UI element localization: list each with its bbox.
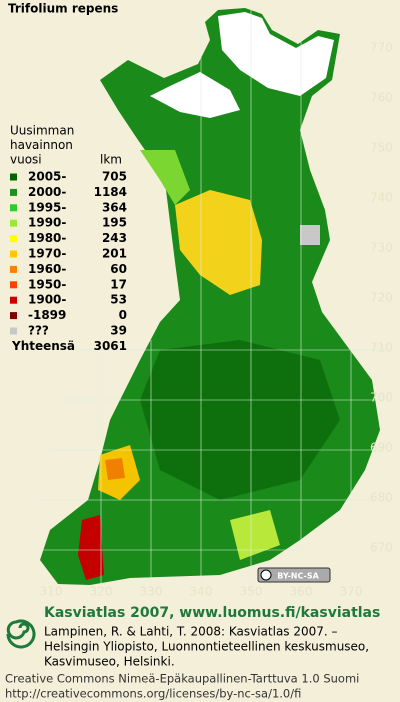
legend-label: -1899: [28, 308, 66, 322]
logo: [6, 619, 36, 649]
x-grid-label: 330: [140, 585, 163, 599]
citation-line: Helsingin Yliopisto, Luonnontieteellinen…: [44, 640, 369, 654]
y-grid-label: 750: [370, 141, 393, 155]
legend-label: 1950-: [28, 277, 66, 291]
legend-swatch: [10, 281, 17, 289]
x-grid-label: 340: [190, 585, 213, 599]
legend-label: 1995-: [28, 200, 66, 214]
southeast-yellow: [230, 510, 280, 560]
count-heading: lkm: [100, 153, 122, 167]
legend-swatch: [10, 188, 17, 196]
legend-heading: Uusimman: [10, 124, 74, 138]
title: Trifolium repens: [8, 2, 118, 16]
legend-label: 1990-: [28, 216, 66, 230]
legend-count: 60: [110, 262, 127, 276]
west-orange: [105, 458, 125, 480]
legend-heading: havainnon: [10, 138, 73, 152]
legend-count: 39: [110, 324, 127, 338]
legend-count: 364: [102, 200, 127, 214]
x-grid-label: 310: [40, 585, 63, 599]
southwest-red: [78, 515, 104, 580]
legend-label: ???: [28, 324, 49, 338]
old-records: [175, 190, 262, 295]
north-sparse: [150, 72, 240, 118]
light-green: [140, 150, 190, 205]
y-grid-label: 700: [370, 391, 393, 405]
legend-count: 53: [110, 293, 127, 307]
legend-label: 1960-: [28, 262, 66, 276]
legend-count: 201: [102, 247, 127, 261]
legend-label: 1970-: [28, 247, 66, 261]
total-count: 3061: [94, 339, 127, 353]
legend-swatch: [10, 204, 17, 212]
legend-count: 0: [119, 308, 127, 322]
legend-heading: vuosi: [10, 153, 42, 167]
legend-label: 1900-: [28, 293, 66, 307]
citation-line: Kasvimuseo, Helsinki.: [44, 655, 175, 669]
mid-south: [140, 340, 340, 500]
legend-label: 2005-: [28, 170, 66, 184]
x-grid-label: 320: [90, 585, 113, 599]
legend-swatch: [10, 327, 17, 335]
legend-label: 1980-: [28, 231, 66, 245]
legend-swatch: [10, 296, 17, 304]
x-grid-label: 370: [340, 585, 363, 599]
legend-count: 195: [102, 216, 127, 230]
badge-text: BY-NC-SA: [277, 572, 319, 581]
grid-labels: 770 760 750 740 730 720 710 700 690 680 670 310 320 3…: [40, 41, 393, 599]
y-grid-label: 770: [370, 41, 393, 55]
y-grid-label: 680: [370, 491, 393, 505]
legend-swatch: [10, 265, 17, 273]
citation-line: Lampinen, R. & Lahti, T. 2008: Kasviatla…: [44, 625, 338, 639]
legend-count: 705: [102, 170, 127, 184]
y-grid-label: 740: [370, 191, 393, 205]
y-grid-label: 710: [370, 341, 393, 355]
map: [40, 8, 380, 585]
legend-count: 243: [102, 231, 127, 245]
y-grid-label: 690: [370, 441, 393, 455]
y-grid-label: 760: [370, 91, 393, 105]
license-line: Creative Commons Nimeä-Epäkaupallinen-Ta…: [5, 672, 359, 686]
y-grid-label: 670: [370, 541, 393, 555]
legend-swatch: [10, 312, 17, 320]
legend-count: 1184: [94, 185, 127, 199]
legend-label: 2000-: [28, 185, 66, 199]
y-grid-label: 720: [370, 291, 393, 305]
graticule: [40, 8, 380, 585]
total-label: Yhteensä: [11, 339, 75, 353]
legend-count: 17: [110, 277, 127, 291]
y-grid-label: 730: [370, 241, 393, 255]
legend-swatch: [10, 250, 17, 258]
lapland-sparse: [218, 12, 334, 96]
x-grid-label: 360: [290, 585, 313, 599]
site-title: Kasviatlas 2007, www.luomus.fi/kasviatla…: [44, 605, 380, 621]
grey-cells: [300, 225, 320, 245]
legend-swatch: [10, 219, 17, 227]
x-grid-label: 350: [240, 585, 263, 599]
legend-swatch: [10, 173, 17, 181]
cc-badge: BY-NC-SA: [257, 567, 331, 583]
legend-swatch: [10, 235, 17, 243]
license-line: http://creativecommons.org/licenses/by-n…: [5, 687, 301, 701]
